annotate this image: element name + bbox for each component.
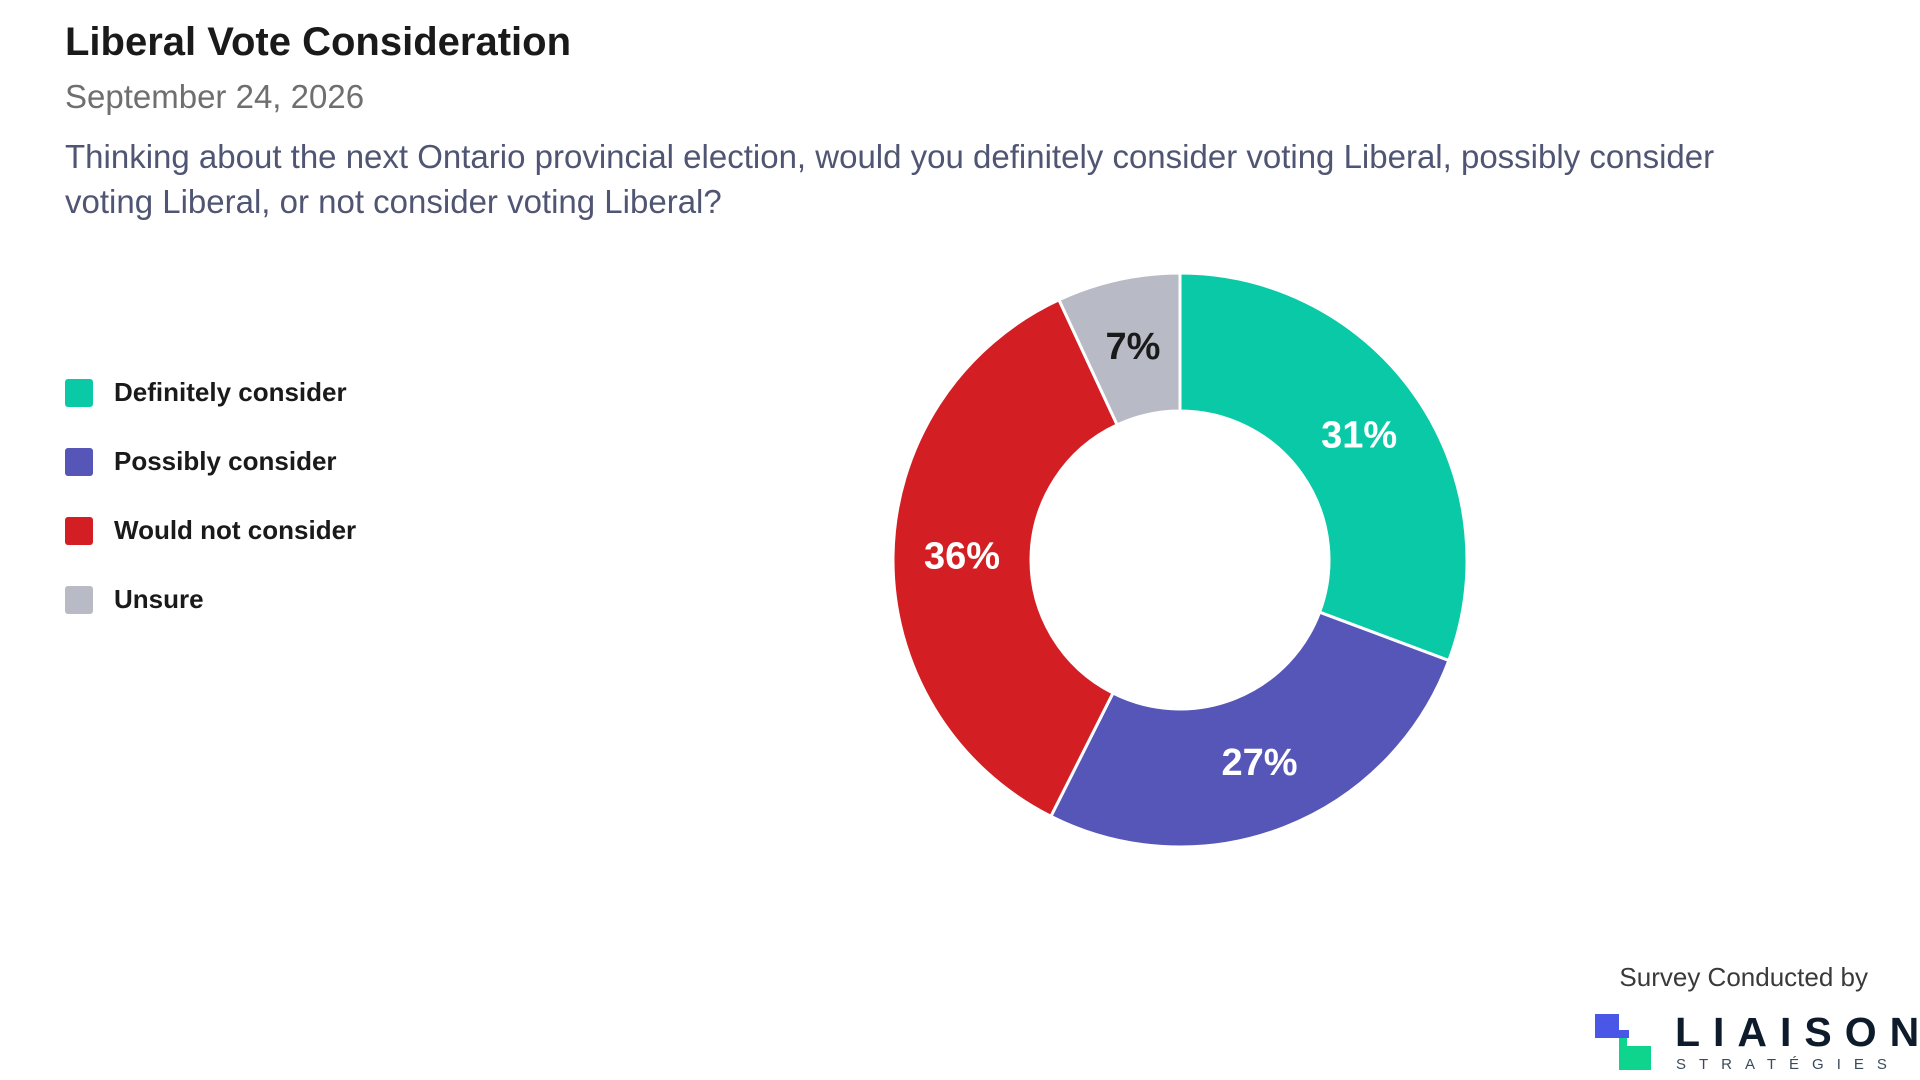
slice-label-unsure: 7% <box>1105 326 1160 368</box>
survey-credit: Survey Conducted by <box>1619 962 1868 992</box>
legend-label: Would not consider <box>114 515 357 545</box>
slice-label-would-not-consider: 36% <box>924 536 1000 578</box>
logo-wordmark: LIAISON <box>1675 1009 1920 1055</box>
logo-square-blue <box>1595 1014 1619 1038</box>
legend-item-possibly-consider: Possibly consider <box>65 427 356 496</box>
chart-title: Liberal Vote Consideration <box>65 20 571 64</box>
logo-square-green <box>1627 1046 1651 1070</box>
legend-label: Definitely consider <box>114 377 347 407</box>
slice-label-possibly-consider: 27% <box>1221 742 1297 784</box>
slice-label-definitely-consider: 31% <box>1321 415 1397 457</box>
logo-square-blue-small <box>1619 1030 1629 1038</box>
legend-swatch <box>65 516 93 545</box>
donut-chart: 31% 27% 36% 7% <box>891 271 1469 849</box>
logo-mark-icon <box>1595 1014 1651 1070</box>
logo-subtitle: STRATÉGIES <box>1676 1056 1900 1073</box>
slice-possibly-consider <box>1048 610 1451 849</box>
legend-label: Unsure <box>114 584 204 614</box>
slice-would-not-consider <box>891 297 1120 819</box>
survey-date: September 24, 2026 <box>65 78 365 115</box>
legend-item-would-not-consider: Would not consider <box>65 496 356 565</box>
legend-item-unsure: Unsure <box>65 565 356 634</box>
legend-swatch <box>65 585 93 614</box>
survey-question: Thinking about the next Ontario provinci… <box>65 138 1715 220</box>
legend-item-definitely-consider: Definitely consider <box>65 358 356 427</box>
legend-swatch <box>65 378 93 407</box>
logo-square-green-small <box>1619 1038 1627 1048</box>
logo-square-green-mid <box>1619 1048 1627 1070</box>
liaison-logo: LIAISON STRATÉGIES <box>1595 1005 1919 1073</box>
slice-unsure <box>1056 271 1182 427</box>
slice-definitely-consider <box>1178 271 1469 663</box>
legend: Definitely consider Possibly consider Wo… <box>65 358 356 634</box>
legend-swatch <box>65 447 93 476</box>
legend-label: Possibly consider <box>114 446 337 476</box>
